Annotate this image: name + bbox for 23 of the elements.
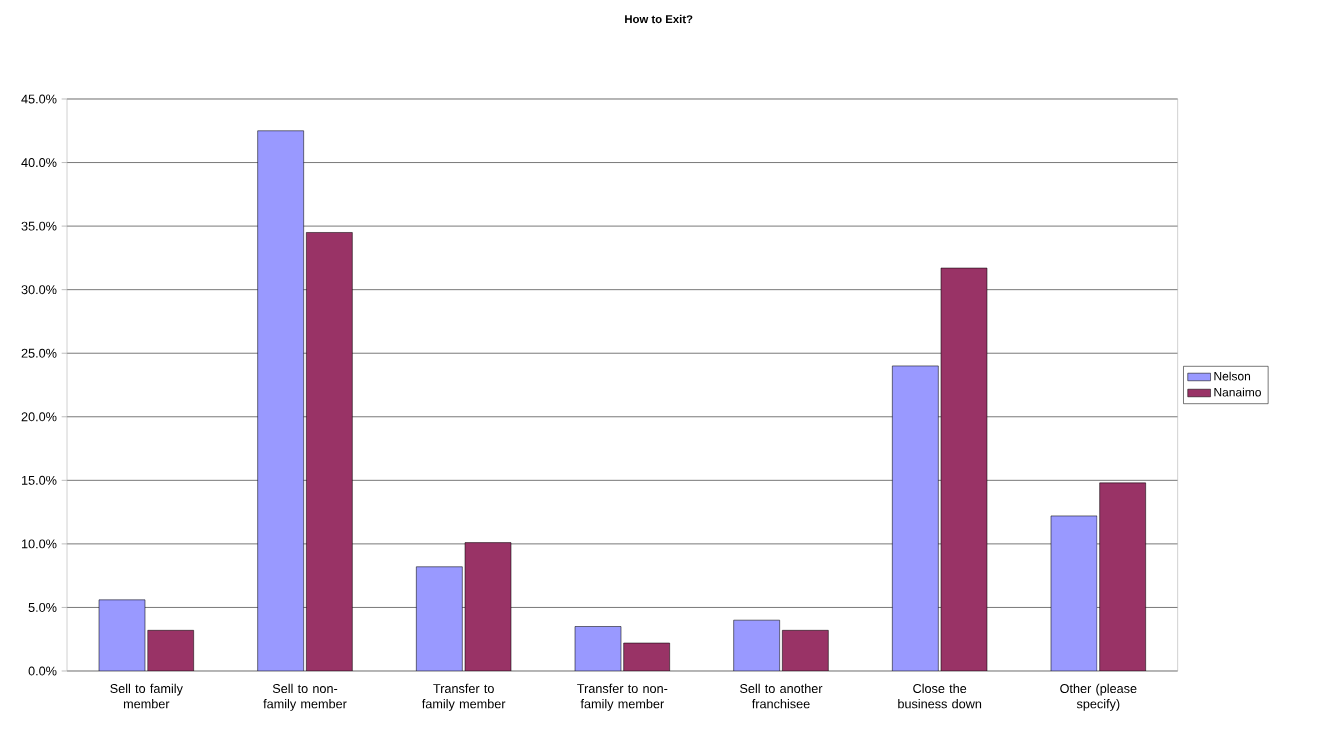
x-tick-label: Sell to family member (110, 683, 183, 709)
y-tick-label: 15.0% (22, 475, 57, 485)
y-tick-label: 10.0% (22, 539, 57, 549)
x-tick-label: Close the business down (898, 683, 982, 709)
x-tick-label: Transfer to non-family member (577, 683, 668, 711)
y-tick-label: 5.0% (28, 602, 57, 612)
x-tick-label: Sell to non-family member (263, 683, 347, 711)
legend-label: Nanaimo (1214, 387, 1261, 397)
y-tick-label: 40.0% (21, 158, 57, 168)
chart-title: How to Exit? (625, 14, 693, 24)
y-tick-label: 25.0% (21, 348, 57, 358)
bar (782, 630, 829, 671)
bar (147, 630, 194, 671)
y-tick-label: 0.0% (28, 666, 57, 676)
y-tick-label: 45.0% (21, 94, 57, 104)
x-tick-label: Transfer to family member (421, 683, 506, 711)
y-tick-label: 30.0% (21, 285, 57, 295)
x-tick-label: Other (please specify) (1060, 683, 1137, 711)
legend-label: Nelson (1214, 371, 1251, 381)
bar (733, 619, 780, 671)
y-tick-label: 20.0% (21, 412, 57, 422)
y-tick-label: 35.0% (21, 221, 57, 231)
x-tick-label: Sell to another franchisee (740, 683, 823, 709)
